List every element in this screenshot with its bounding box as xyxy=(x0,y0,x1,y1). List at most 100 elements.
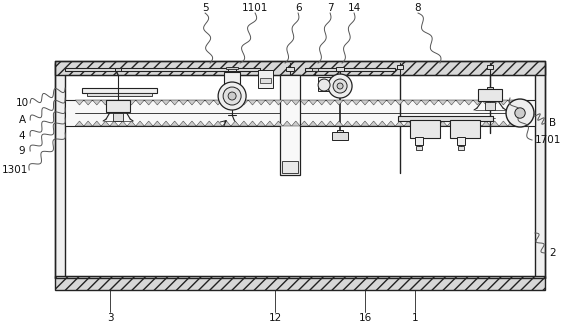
Polygon shape xyxy=(205,121,214,126)
Bar xyxy=(458,146,464,150)
Bar xyxy=(487,87,493,90)
Polygon shape xyxy=(508,100,516,105)
Polygon shape xyxy=(482,121,490,126)
Polygon shape xyxy=(170,121,179,126)
Text: 1301: 1301 xyxy=(2,165,28,175)
Polygon shape xyxy=(516,121,525,126)
Polygon shape xyxy=(508,121,516,126)
Polygon shape xyxy=(170,100,179,105)
Bar xyxy=(226,67,238,69)
Polygon shape xyxy=(369,121,378,126)
Polygon shape xyxy=(447,121,456,126)
Circle shape xyxy=(337,83,343,89)
Polygon shape xyxy=(378,121,387,126)
Polygon shape xyxy=(438,121,447,126)
Polygon shape xyxy=(352,100,361,105)
Bar xyxy=(478,89,502,101)
Bar xyxy=(485,102,495,110)
Circle shape xyxy=(228,92,236,100)
Bar xyxy=(312,68,318,71)
Polygon shape xyxy=(317,121,326,126)
Polygon shape xyxy=(421,121,430,126)
Polygon shape xyxy=(144,121,153,126)
Polygon shape xyxy=(309,121,317,126)
Polygon shape xyxy=(93,121,101,126)
Polygon shape xyxy=(162,121,170,126)
Polygon shape xyxy=(240,100,248,105)
Text: 5: 5 xyxy=(202,3,208,13)
Bar xyxy=(55,63,65,278)
Bar xyxy=(337,130,343,136)
Polygon shape xyxy=(456,100,464,105)
Bar xyxy=(224,72,240,88)
Polygon shape xyxy=(110,121,119,126)
Bar xyxy=(457,137,465,145)
Polygon shape xyxy=(110,100,119,105)
Polygon shape xyxy=(438,100,447,105)
Polygon shape xyxy=(291,121,300,126)
Bar xyxy=(260,78,271,83)
Text: B: B xyxy=(549,118,556,128)
Text: 9: 9 xyxy=(19,146,25,156)
Polygon shape xyxy=(378,100,387,105)
Bar xyxy=(65,68,260,71)
Polygon shape xyxy=(153,100,162,105)
Circle shape xyxy=(506,99,534,127)
Bar xyxy=(397,65,403,69)
Polygon shape xyxy=(127,121,135,126)
Polygon shape xyxy=(490,121,499,126)
Polygon shape xyxy=(317,100,326,105)
Bar xyxy=(55,276,545,290)
Polygon shape xyxy=(135,100,144,105)
Polygon shape xyxy=(274,121,283,126)
Polygon shape xyxy=(490,100,499,105)
Polygon shape xyxy=(179,100,188,105)
Circle shape xyxy=(328,74,352,98)
Polygon shape xyxy=(101,121,110,126)
Bar xyxy=(535,63,545,278)
Polygon shape xyxy=(240,121,248,126)
Polygon shape xyxy=(266,100,274,105)
Polygon shape xyxy=(162,100,170,105)
Polygon shape xyxy=(335,100,343,105)
Polygon shape xyxy=(222,100,231,105)
Polygon shape xyxy=(326,121,335,126)
Bar xyxy=(305,68,395,71)
Bar xyxy=(318,77,330,91)
Polygon shape xyxy=(352,121,361,126)
Polygon shape xyxy=(395,100,404,105)
Bar xyxy=(487,65,493,69)
Polygon shape xyxy=(257,121,266,126)
Polygon shape xyxy=(464,121,473,126)
Text: 6: 6 xyxy=(295,3,302,13)
Polygon shape xyxy=(464,100,473,105)
Bar xyxy=(113,113,123,121)
Polygon shape xyxy=(516,100,525,105)
Polygon shape xyxy=(231,100,240,105)
Bar xyxy=(55,61,545,75)
Polygon shape xyxy=(214,100,222,105)
Polygon shape xyxy=(499,100,508,105)
Text: 1101: 1101 xyxy=(242,3,268,13)
Polygon shape xyxy=(447,100,456,105)
Text: 2: 2 xyxy=(549,248,556,258)
Polygon shape xyxy=(127,100,135,105)
Circle shape xyxy=(218,82,246,110)
Polygon shape xyxy=(430,100,438,105)
Polygon shape xyxy=(93,100,101,105)
Bar xyxy=(450,120,480,138)
Polygon shape xyxy=(395,121,404,126)
Polygon shape xyxy=(84,100,93,105)
Polygon shape xyxy=(188,121,196,126)
Polygon shape xyxy=(404,121,413,126)
Text: 7: 7 xyxy=(327,3,334,13)
Polygon shape xyxy=(119,121,127,126)
Polygon shape xyxy=(499,121,508,126)
Bar xyxy=(332,132,348,140)
Polygon shape xyxy=(283,121,291,126)
Text: 16: 16 xyxy=(358,313,372,323)
Bar xyxy=(258,70,273,88)
Polygon shape xyxy=(404,100,413,105)
Polygon shape xyxy=(387,100,395,105)
Polygon shape xyxy=(144,100,153,105)
